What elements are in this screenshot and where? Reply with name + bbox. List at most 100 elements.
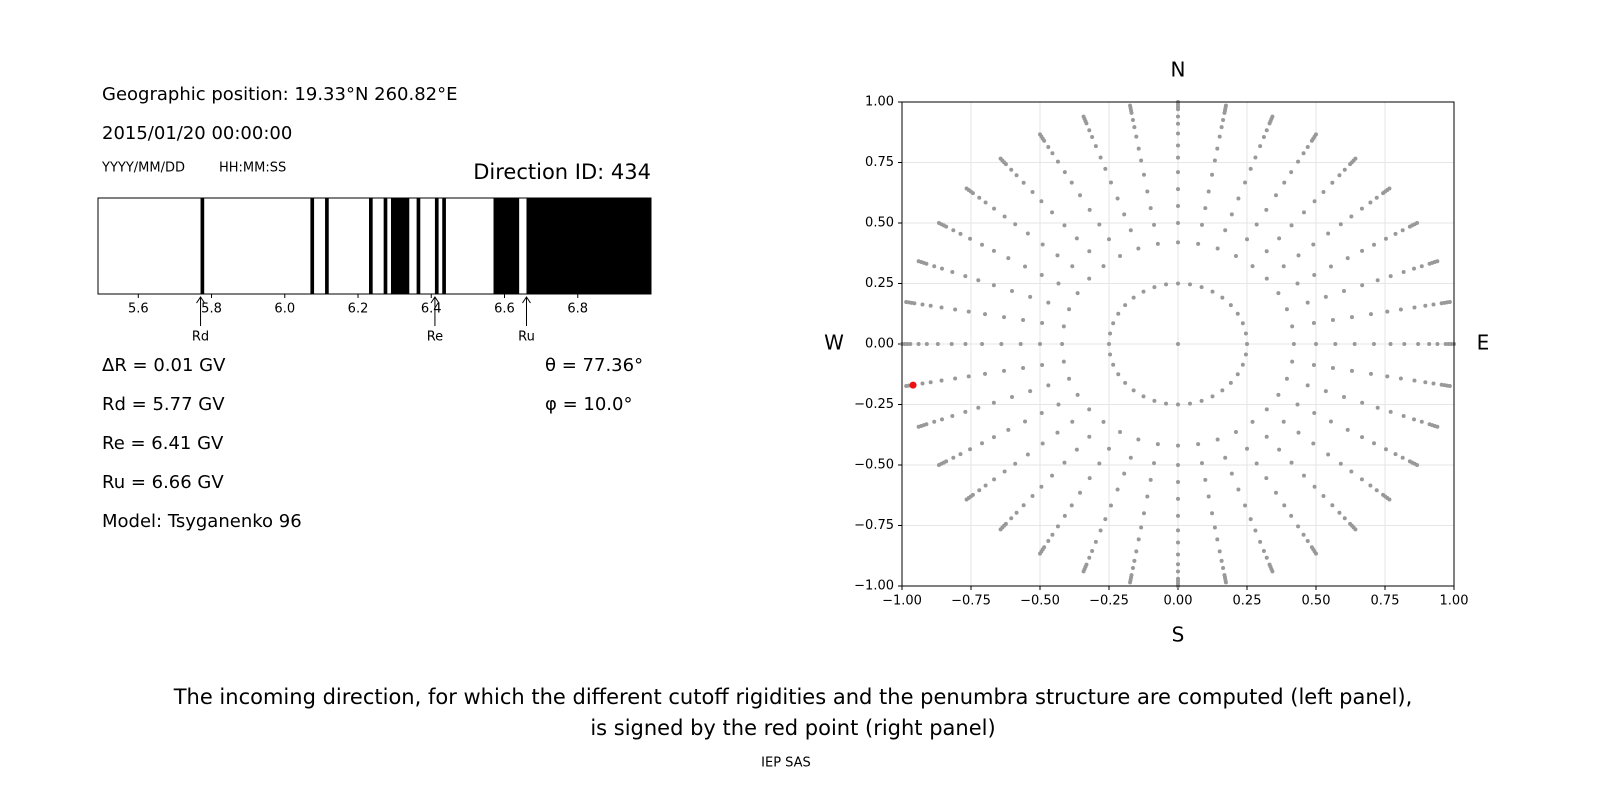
direction-point <box>1176 569 1180 574</box>
direction-point <box>1152 222 1157 227</box>
direction-point <box>1400 228 1405 233</box>
x-tick-label: −1.00 <box>882 594 922 609</box>
direction-point <box>1290 359 1295 364</box>
direction-point <box>1330 503 1335 508</box>
direction-point <box>1243 180 1248 185</box>
direction-point <box>1277 236 1282 241</box>
direction-point <box>1081 569 1086 574</box>
x-tick-label: 6.0 <box>274 302 295 317</box>
direction-point <box>1264 276 1269 281</box>
direction-point <box>1321 494 1326 499</box>
direction-point <box>1400 455 1405 460</box>
direction-point <box>1176 479 1180 484</box>
direction-point <box>1253 155 1258 160</box>
info-line: Model: Tsyganenko 96 <box>102 511 302 532</box>
direction-point <box>1093 144 1098 149</box>
direction-point <box>1312 273 1317 278</box>
direction-point <box>1067 307 1072 312</box>
direction-point <box>1050 210 1055 215</box>
direction-point <box>1210 511 1215 516</box>
direction-point <box>1311 363 1316 368</box>
direction-point <box>991 435 996 440</box>
direction-point <box>1447 299 1452 304</box>
direction-point <box>1217 134 1222 139</box>
direction-point <box>1314 132 1318 137</box>
direction-point <box>1223 455 1228 460</box>
direction-point <box>1152 398 1157 403</box>
x-tick-label: −0.50 <box>1020 594 1060 609</box>
direction-point <box>1243 331 1248 336</box>
direction-point <box>1025 452 1030 457</box>
x-tick-label: 0.00 <box>1164 594 1193 609</box>
direction-point <box>1345 427 1350 432</box>
direction-point <box>977 195 982 200</box>
direction-point <box>1301 532 1306 537</box>
direction-point <box>1375 405 1380 410</box>
direction-point <box>992 477 997 482</box>
direction-point <box>1223 228 1228 233</box>
direction-point <box>1111 362 1116 367</box>
direction-point <box>983 200 988 205</box>
direction-point <box>936 221 941 225</box>
direction-point <box>1359 477 1364 482</box>
direction-point <box>1338 222 1343 227</box>
direction-point <box>1383 447 1388 452</box>
direction-point <box>1296 430 1301 435</box>
direction-point <box>1038 132 1042 137</box>
marker-label: Rd <box>192 330 209 345</box>
direction-point <box>1219 125 1224 130</box>
direction-point <box>1301 473 1306 478</box>
direction-point <box>1148 206 1153 211</box>
caption-line: is signed by the red point (right panel) <box>590 716 995 740</box>
direction-point <box>1176 114 1180 119</box>
direction-point <box>1039 199 1044 204</box>
direction-point <box>1220 388 1225 393</box>
direction-point <box>1176 121 1180 126</box>
direction-point <box>1123 303 1128 308</box>
direction-point <box>1210 289 1215 294</box>
direction-point <box>1431 302 1436 307</box>
direction-point <box>1276 392 1281 397</box>
direction-point <box>1145 189 1150 194</box>
direction-point <box>1341 394 1346 399</box>
direction-point <box>1371 441 1376 446</box>
datetime: 2015/01/20 00:00:00 <box>102 123 292 144</box>
direction-point <box>1009 167 1014 172</box>
direction-point <box>1069 180 1074 185</box>
marker-arrow-head <box>430 296 440 304</box>
direction-point <box>1277 447 1282 452</box>
direction-point <box>1281 264 1286 269</box>
direction-point <box>1098 528 1103 533</box>
direction-id: Direction ID: 434 <box>473 160 651 184</box>
direction-point <box>1152 285 1157 290</box>
direction-point <box>1415 463 1420 467</box>
direction-point <box>1337 510 1342 515</box>
direction-point <box>1281 419 1286 424</box>
direction-point <box>1345 256 1350 261</box>
direction-point <box>1148 477 1153 482</box>
forbidden-band <box>369 198 373 294</box>
direction-point <box>1321 189 1326 194</box>
direction-point <box>1078 490 1083 495</box>
info-line: Re = 6.41 GV <box>102 433 224 454</box>
direction-point <box>1046 300 1051 305</box>
direction-point <box>1206 189 1211 194</box>
angle-line: φ = 10.0° <box>545 394 632 415</box>
direction-point <box>1023 419 1028 424</box>
direction-point <box>1264 434 1269 439</box>
direction-point <box>1176 204 1180 209</box>
direction-point <box>1010 394 1015 399</box>
direction-point <box>1103 517 1108 522</box>
y-tick-label: −0.25 <box>854 397 894 412</box>
direction-point <box>1273 490 1278 495</box>
direction-point <box>966 309 971 314</box>
direction-point <box>1235 311 1240 316</box>
direction-point <box>1419 264 1424 269</box>
direction-point <box>1040 242 1045 247</box>
direction-point <box>1374 195 1379 200</box>
direction-point <box>1229 471 1234 476</box>
direction-point <box>1264 207 1269 212</box>
direction-point <box>1097 461 1102 466</box>
direction-point <box>1103 166 1108 171</box>
direction-point <box>1412 417 1417 422</box>
